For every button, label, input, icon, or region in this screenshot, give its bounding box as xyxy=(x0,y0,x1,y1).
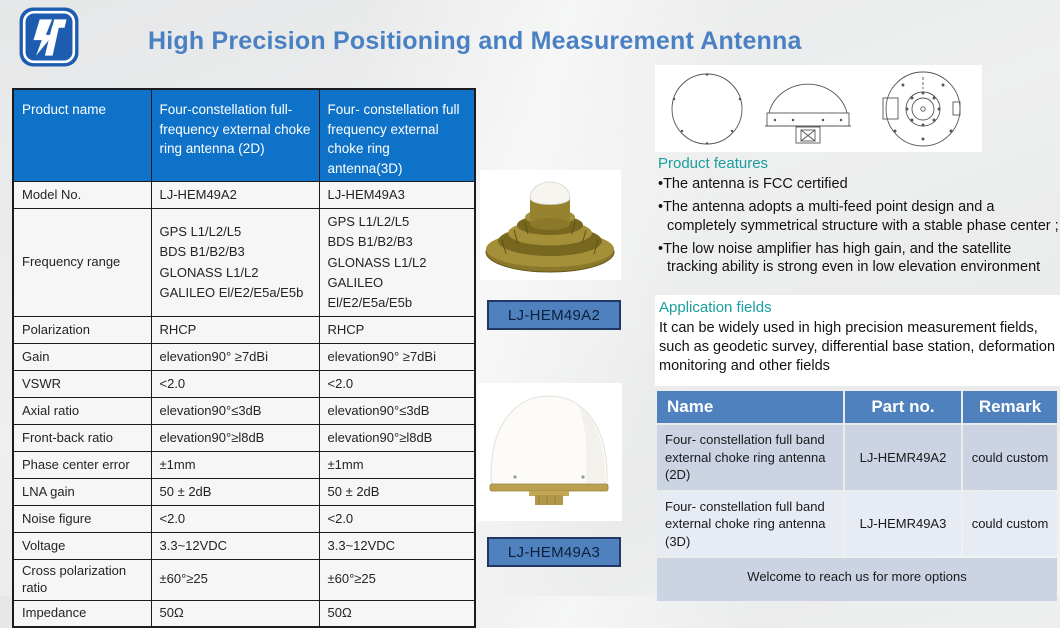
antenna-top-view-drawing xyxy=(671,73,743,145)
spec-value-2d: elevation90°≥l8dB xyxy=(150,423,320,452)
application-fields-heading: Application fields xyxy=(659,299,772,316)
technical-drawings-panel xyxy=(655,65,982,152)
order-header-remark: Remark xyxy=(963,391,1057,423)
spec-value-2d: ±60°≥25 xyxy=(150,558,320,601)
spec-value-2d: LJ-HEM49A2 xyxy=(150,181,320,210)
order-part-no: LJ-HEMR49A3 xyxy=(845,491,961,557)
spec-value-2d: 50Ω xyxy=(150,599,320,628)
order-row-3d: Four- constellation full band external c… xyxy=(657,491,1057,557)
order-header-row: Name Part no. Remark xyxy=(657,391,1057,423)
spec-value-3d: 3.3~12VDC xyxy=(318,531,476,560)
spec-value-2d: <2.0 xyxy=(150,369,320,398)
spec-row-front-back: Front-back ratio elevation90°≥l8dB eleva… xyxy=(12,423,476,452)
spec-value-2d: elevation90°≤3dB xyxy=(150,396,320,425)
spec-row-vswr: VSWR <2.0 <2.0 xyxy=(12,369,476,398)
spec-label: Impedance xyxy=(12,599,152,628)
spec-value-3d: <2.0 xyxy=(318,369,476,398)
dome-antenna-image xyxy=(477,383,622,521)
spec-row-axial-ratio: Axial ratio elevation90°≤3dB elevation90… xyxy=(12,396,476,425)
order-name: Four- constellation full band external c… xyxy=(657,491,843,557)
spec-label: Polarization xyxy=(12,315,152,344)
spec-table: Product name Four-constellation full-fre… xyxy=(12,88,476,628)
product-features-heading: Product features xyxy=(658,155,769,172)
spec-value-3d: GPS L1/L2/L5 BDS B1/B2/B3 GLONASS L1/L2 … xyxy=(318,208,476,317)
spec-value-2d: 3.3~12VDC xyxy=(150,531,320,560)
feature-item: •The antenna is FCC certified xyxy=(658,176,848,192)
spec-value-3d: ±1mm xyxy=(318,450,476,479)
spec-row-model: Model No. LJ-HEM49A2 LJ-HEM49A3 xyxy=(12,181,476,210)
spec-row-cross-polarization: Cross polarization ratio ±60°≥25 ±60°≥25 xyxy=(12,558,476,601)
spec-value-2d: 50 ± 2dB xyxy=(150,477,320,506)
feature-item: •The antenna adopts a multi-feed point d… xyxy=(658,198,1059,234)
spec-value-3d: elevation90° ≥7dBi xyxy=(318,342,476,371)
spec-label: Noise figure xyxy=(12,504,152,533)
order-header-name: Name xyxy=(657,391,843,423)
order-remark: could custom xyxy=(963,491,1057,557)
spec-value-3d: RHCP xyxy=(318,315,476,344)
spec-row-gain: Gain elevation90° ≥7dBi elevation90° ≥7d… xyxy=(12,342,476,371)
product-features-section: Product features •The antenna is FCC cer… xyxy=(658,155,1060,281)
application-fields-text: It can be widely used in high precision … xyxy=(659,320,1056,375)
spec-label: Frequency range xyxy=(12,208,152,317)
choke-ring-antenna-image xyxy=(480,170,621,280)
spec-header-product-name: Product name xyxy=(12,88,152,183)
spec-row-impedance: Impedance 50Ω 50Ω xyxy=(12,599,476,628)
spec-value-3d: LJ-HEM49A3 xyxy=(318,181,476,210)
spec-value-2d: <2.0 xyxy=(150,504,320,533)
spec-value-3d: elevation90°≥l8dB xyxy=(318,423,476,452)
order-header-part-no: Part no. xyxy=(845,391,961,423)
spec-value-3d: <2.0 xyxy=(318,504,476,533)
datasheet-page: High Precision Positioning and Measureme… xyxy=(12,7,1060,628)
spec-row-frequency: Frequency range GPS L1/L2/L5 BDS B1/B2/B… xyxy=(12,208,476,317)
product-label-3d: LJ-HEM49A3 xyxy=(487,537,621,567)
spec-label: Model No. xyxy=(12,181,152,210)
contact-note: Welcome to reach us for more options xyxy=(657,558,1057,602)
spec-row-phase-center: Phase center error ±1mm ±1mm xyxy=(12,450,476,479)
spec-row-noise-figure: Noise figure <2.0 <2.0 xyxy=(12,504,476,533)
application-fields-section: Application fields It can be widely used… xyxy=(655,295,1060,386)
spec-value-2d: ±1mm xyxy=(150,450,320,479)
antenna-side-view-drawing xyxy=(765,83,851,144)
product-label-2d: LJ-HEM49A2 xyxy=(487,300,621,330)
spec-label: Axial ratio xyxy=(12,396,152,425)
spec-header-2d: Four-constellation full-frequency extern… xyxy=(150,88,320,183)
order-footer-row: Welcome to reach us for more options xyxy=(657,558,1057,602)
spec-label: VSWR xyxy=(12,369,152,398)
spec-label: Front-back ratio xyxy=(12,423,152,452)
order-name: Four- constellation full band external c… xyxy=(657,425,843,490)
spec-value-3d: 50 ± 2dB xyxy=(318,477,476,506)
spec-value-2d: elevation90° ≥7dBi xyxy=(150,342,320,371)
spec-label: Phase center error xyxy=(12,450,152,479)
spec-value-2d: GPS L1/L2/L5 BDS B1/B2/B3 GLONASS L1/L2 … xyxy=(150,208,320,317)
spec-header-row: Product name Four-constellation full-fre… xyxy=(12,88,476,183)
spec-value-2d: RHCP xyxy=(150,315,320,344)
spec-value-3d: ±60°≥25 xyxy=(318,558,476,601)
spec-value-3d: 50Ω xyxy=(318,599,476,628)
brand-logo-icon xyxy=(19,7,79,67)
spec-label: LNA gain xyxy=(12,477,152,506)
spec-value-3d: elevation90°≤3dB xyxy=(318,396,476,425)
order-row-2d: Four- constellation full band external c… xyxy=(657,425,1057,490)
antenna-bottom-view-drawing xyxy=(882,71,961,147)
order-table: Name Part no. Remark Four- constellation… xyxy=(655,389,1059,603)
order-part-no: LJ-HEMR49A2 xyxy=(845,425,961,490)
feature-item: •The low noise amplifier has high gain, … xyxy=(658,240,1041,276)
spec-row-lna-gain: LNA gain 50 ± 2dB 50 ± 2dB xyxy=(12,477,476,506)
spec-label: Voltage xyxy=(12,531,152,560)
order-remark: could custom xyxy=(963,425,1057,490)
spec-label: Gain xyxy=(12,342,152,371)
spec-label: Cross polarization ratio xyxy=(12,558,152,601)
spec-row-polarization: Polarization RHCP RHCP xyxy=(12,315,476,344)
spec-header-3d: Four- constellation full frequency exter… xyxy=(318,88,476,183)
spec-row-voltage: Voltage 3.3~12VDC 3.3~12VDC xyxy=(12,531,476,560)
page-title: High Precision Positioning and Measureme… xyxy=(148,27,802,55)
